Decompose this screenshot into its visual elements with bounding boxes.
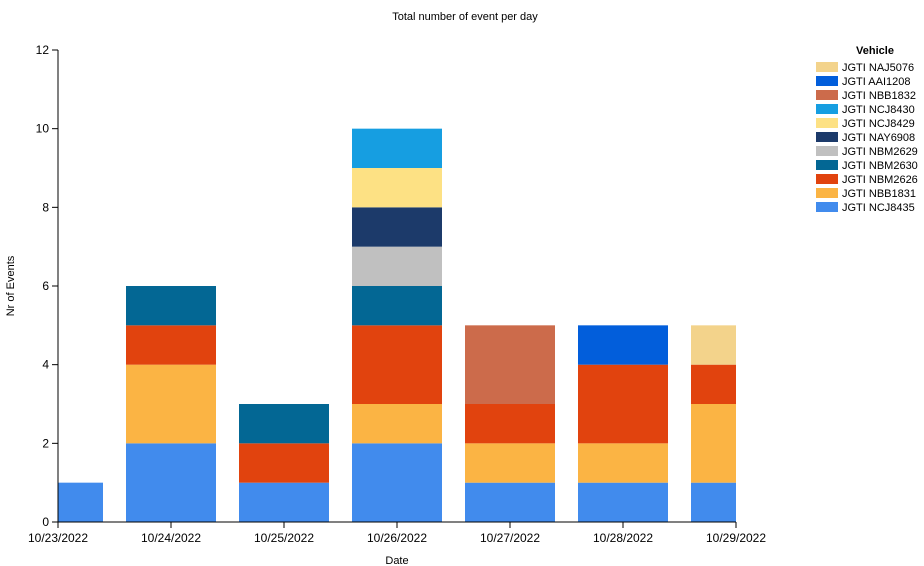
bar-segment bbox=[352, 325, 442, 404]
bar-segment bbox=[58, 482, 103, 522]
bar-segment bbox=[578, 443, 668, 483]
legend-entry-label: JGTI NCJ8435 bbox=[842, 202, 915, 214]
legend-entry-label: JGTI NCJ8430 bbox=[842, 104, 915, 116]
bar-segment bbox=[352, 404, 442, 444]
legend-swatch bbox=[816, 202, 838, 212]
bar-segment bbox=[691, 364, 736, 404]
bar-segment bbox=[239, 404, 329, 444]
legend-swatch bbox=[816, 132, 838, 142]
x-tick-label: 10/29/2022 bbox=[706, 531, 766, 545]
legend-entry-label: JGTI NAY6908 bbox=[842, 132, 915, 144]
legend-swatch bbox=[816, 62, 838, 72]
legend-swatch bbox=[816, 174, 838, 184]
legend-entry-label: JGTI NBM2629 bbox=[842, 146, 918, 158]
bar-segment bbox=[691, 404, 736, 483]
bar-segment bbox=[352, 246, 442, 286]
bar-segment bbox=[691, 325, 736, 365]
legend-entry-label: JGTI NAJ5076 bbox=[842, 62, 914, 74]
x-tick-label: 10/26/2022 bbox=[367, 531, 427, 545]
bar-segment bbox=[239, 482, 329, 522]
bar-segment bbox=[352, 207, 442, 247]
bar-segment bbox=[352, 168, 442, 208]
x-axis-label: Date bbox=[385, 555, 408, 566]
legend-swatch bbox=[816, 118, 838, 128]
legend-swatch bbox=[816, 160, 838, 170]
bar-segment bbox=[465, 325, 555, 404]
y-tick-label: 4 bbox=[42, 358, 49, 372]
y-tick-label: 12 bbox=[36, 43, 50, 57]
axes-group: 0 2 4 6 8 10 12 10/23/2022 10/24/2022 10/25/2022 1… bbox=[28, 43, 766, 545]
chart-title: Total number of event per day bbox=[392, 11, 538, 23]
x-tick-label: 10/28/2022 bbox=[593, 531, 653, 545]
bar-segment bbox=[465, 482, 555, 522]
x-tick-label: 10/27/2022 bbox=[480, 531, 540, 545]
legend-swatch bbox=[816, 90, 838, 100]
legend-title: Vehicle bbox=[856, 45, 894, 57]
legend: Vehicle JGTI NAJ5076 JGTI AAI1208 JGTI NBB… bbox=[816, 45, 918, 214]
bar-segment bbox=[126, 286, 216, 326]
y-axis-label: Nr of Events bbox=[5, 255, 17, 316]
legend-entry-label: JGTI AAI1208 bbox=[842, 76, 910, 88]
x-tick-label: 10/24/2022 bbox=[141, 531, 201, 545]
bar-segment bbox=[126, 443, 216, 522]
legend-swatch bbox=[816, 104, 838, 114]
bar-segment bbox=[465, 404, 555, 444]
bar-segment bbox=[578, 364, 668, 444]
y-tick-label: 6 bbox=[42, 279, 49, 293]
legend-swatch bbox=[816, 188, 838, 198]
bar-segment bbox=[465, 443, 555, 483]
bar-segment bbox=[126, 364, 216, 444]
legend-swatch bbox=[816, 146, 838, 156]
legend-entry-label: JGTI NBM2626 bbox=[842, 174, 918, 186]
legend-entry-label: JGTI NBM2630 bbox=[842, 160, 918, 172]
legend-entry-label: JGTI NCJ8429 bbox=[842, 118, 915, 130]
bar-segment bbox=[352, 128, 442, 168]
bar-segment bbox=[352, 286, 442, 326]
y-tick-label: 10 bbox=[36, 122, 50, 136]
legend-entry-label: JGTI NBB1832 bbox=[842, 90, 916, 102]
legend-swatch bbox=[816, 76, 838, 86]
bar-segment bbox=[352, 443, 442, 522]
x-tick-label: 10/23/2022 bbox=[28, 531, 88, 545]
legend-entry-label: JGTI NBB1831 bbox=[842, 188, 916, 200]
y-tick-label: 2 bbox=[42, 436, 49, 450]
y-tick-label: 8 bbox=[42, 200, 49, 214]
bar-segment bbox=[126, 325, 216, 365]
y-tick-label: 0 bbox=[42, 515, 49, 529]
bar-segment bbox=[239, 443, 329, 483]
x-tick-label: 10/25/2022 bbox=[254, 531, 314, 545]
bar-segment bbox=[578, 325, 668, 365]
bar-segment bbox=[691, 482, 736, 522]
bars-group bbox=[58, 128, 736, 522]
bar-segment bbox=[578, 482, 668, 522]
